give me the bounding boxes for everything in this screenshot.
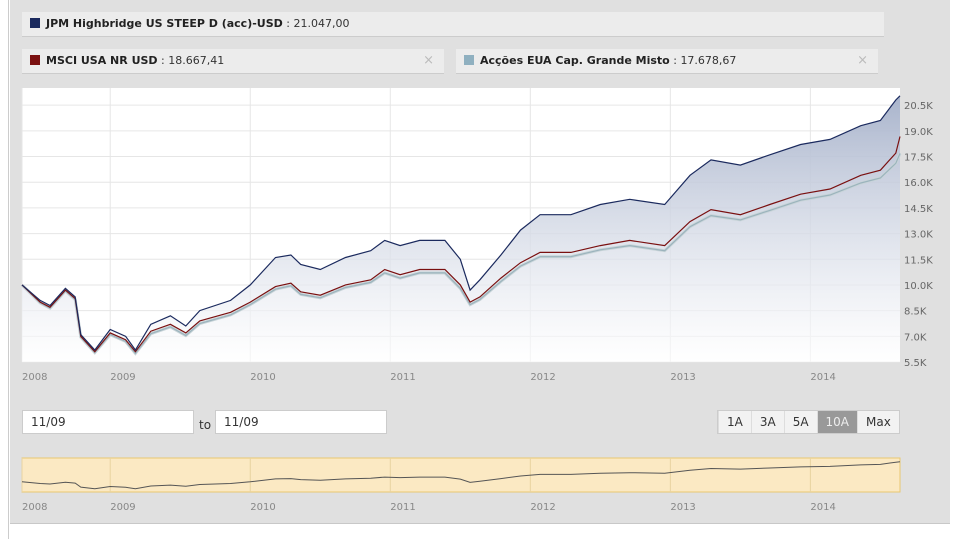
x-tick-label: 2011 xyxy=(390,372,415,383)
legend-item-accoes: Acções EUA Cap. Grande Misto : 17.678,67… xyxy=(456,49,878,74)
x-tick-label: 2010 xyxy=(250,502,275,513)
series-area xyxy=(22,95,900,363)
x-tick-label: 2012 xyxy=(530,372,555,383)
y-tick-label: 19.0K xyxy=(904,127,933,138)
series-line-1 xyxy=(21,136,901,353)
legend-value: 21.047,00 xyxy=(293,17,350,30)
navigator[interactable] xyxy=(21,457,901,493)
close-icon[interactable]: × xyxy=(857,53,868,68)
x-tick-label: 2011 xyxy=(390,502,415,513)
legend-value: 18.667,41 xyxy=(168,54,225,67)
range-max-button[interactable]: Max xyxy=(857,411,899,433)
range-10a-button[interactable]: 10A xyxy=(816,411,858,433)
series-swatch xyxy=(30,18,40,28)
legend-name: MSCI USA NR USD xyxy=(46,54,158,67)
series-line-2 xyxy=(21,153,901,355)
to-label: to xyxy=(199,418,212,432)
x-tick-label: 2009 xyxy=(110,372,135,383)
legend-name: JPM Highbridge US STEEP D (acc)-USD xyxy=(46,17,283,30)
legend-item-jpm: JPM Highbridge US STEEP D (acc)-USD : 21… xyxy=(22,12,884,37)
y-tick-label: 13.0K xyxy=(904,230,933,241)
y-tick-label: 5.5K xyxy=(904,358,927,369)
y-tick-label: 7.0K xyxy=(904,332,927,343)
series-line-0 xyxy=(21,95,901,352)
close-icon[interactable]: × xyxy=(423,53,434,68)
range-5a-button[interactable]: 5A xyxy=(783,411,817,433)
x-tick-label: 2012 xyxy=(530,502,555,513)
date-from-input[interactable]: 11/09 xyxy=(22,410,194,434)
x-tick-label: 2009 xyxy=(110,502,135,513)
navigator-series xyxy=(21,461,901,490)
page-border xyxy=(8,0,9,539)
x-tick-label: 2014 xyxy=(810,502,835,513)
date-to-input[interactable]: 11/09 xyxy=(215,410,387,434)
legend-item-msci: MSCI USA NR USD : 18.667,41 × xyxy=(22,49,444,74)
y-tick-label: 20.5K xyxy=(904,101,933,112)
x-tick-label: 2010 xyxy=(250,372,275,383)
y-tick-label: 10.0K xyxy=(904,281,933,292)
y-tick-label: 14.5K xyxy=(904,204,933,215)
y-tick-label: 8.5K xyxy=(904,307,927,318)
x-tick-label: 2014 xyxy=(810,372,835,383)
y-tick-label: 11.5K xyxy=(904,255,933,266)
y-tick-label: 16.0K xyxy=(904,178,933,189)
y-tick-label: 17.5K xyxy=(904,153,933,164)
series-swatch xyxy=(30,55,40,65)
range-selector: 1A 3A 5A 10A Max xyxy=(717,410,900,434)
x-tick-label: 2008 xyxy=(22,502,47,513)
range-3a-button[interactable]: 3A xyxy=(750,411,784,433)
series-swatch xyxy=(464,55,474,65)
x-tick-label: 2008 xyxy=(22,372,47,383)
x-tick-label: 2013 xyxy=(670,372,695,383)
range-1a-button[interactable]: 1A xyxy=(718,411,751,433)
legend-value: 17.678,67 xyxy=(680,54,737,67)
x-tick-label: 2013 xyxy=(670,502,695,513)
legend-name: Acções EUA Cap. Grande Misto xyxy=(480,54,670,67)
